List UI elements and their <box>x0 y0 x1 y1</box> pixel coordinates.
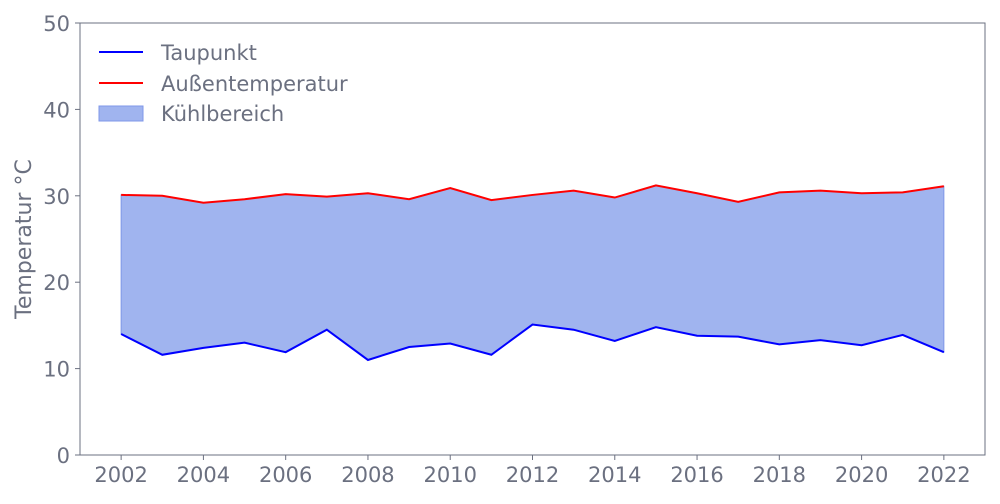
x-tick-label: 2010 <box>424 463 477 487</box>
legend-label-aussentemperatur: Außentemperatur <box>161 72 348 96</box>
y-tick-label: 50 <box>43 12 70 36</box>
x-tick-label: 2008 <box>341 463 394 487</box>
x-tick-label: 2018 <box>753 463 806 487</box>
x-tick-label: 2002 <box>94 463 147 487</box>
legend: Taupunkt Außentemperatur Kühlbereich <box>99 41 348 126</box>
x-tick-label: 2004 <box>177 463 230 487</box>
legend-label-kuehlbereich: Kühlbereich <box>161 102 284 126</box>
legend-swatch-kuehlbereich <box>99 106 143 121</box>
legend-label-taupunkt: Taupunkt <box>160 41 257 65</box>
y-tick-label: 30 <box>43 185 70 209</box>
y-tick-label: 0 <box>57 444 70 468</box>
x-tick-label: 2016 <box>670 463 723 487</box>
x-tick-label: 2022 <box>917 463 970 487</box>
y-tick-label: 20 <box>43 271 70 295</box>
x-tick-label: 2014 <box>588 463 641 487</box>
y-tick-label: 40 <box>43 98 70 122</box>
fill-area-kuehlbereich <box>121 185 944 360</box>
x-tick-label: 2020 <box>835 463 888 487</box>
y-tick-label: 10 <box>43 358 70 382</box>
x-tick-label: 2006 <box>259 463 312 487</box>
y-axis-label: Temperatur °C <box>12 159 37 320</box>
x-tick-label: 2012 <box>506 463 559 487</box>
